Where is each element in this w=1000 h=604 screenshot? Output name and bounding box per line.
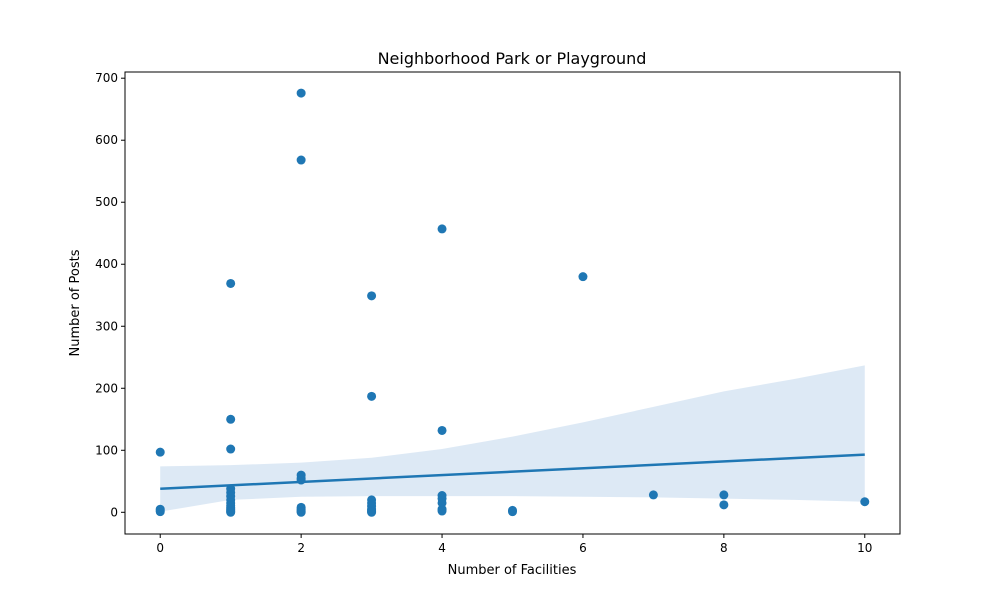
y-axis-label: Number of Posts: [68, 249, 83, 356]
data-point: [437, 506, 447, 516]
data-point: [719, 500, 729, 510]
data-point: [508, 507, 517, 517]
y-tick-label: 100: [95, 443, 118, 457]
x-tick-label: 2: [297, 541, 305, 555]
x-tick-label: 0: [156, 541, 164, 555]
y-tick-label: 0: [110, 505, 118, 519]
regression-line: [160, 453, 865, 490]
data-point: [367, 291, 377, 301]
y-tick-label: 400: [95, 257, 118, 271]
data-point: [367, 507, 377, 517]
confidence-band: [160, 365, 865, 512]
data-point: [437, 224, 447, 234]
data-point: [437, 425, 447, 435]
data-point: [367, 391, 377, 401]
x-axis-label: Number of Facilities: [448, 563, 577, 578]
x-tick-label: 10: [857, 541, 872, 555]
data-point: [226, 444, 236, 454]
y-tick-label: 700: [95, 71, 118, 85]
data-point: [296, 155, 306, 165]
data-point: [226, 507, 236, 517]
data-point: [437, 498, 447, 508]
x-tick-label: 8: [720, 541, 728, 555]
data-point: [296, 88, 306, 98]
confidence-band-layer: [160, 365, 865, 512]
data-point: [226, 414, 236, 424]
data-point: [296, 507, 306, 517]
y-tick-label: 600: [95, 133, 118, 147]
data-point: [226, 278, 236, 288]
data-point: [860, 497, 870, 507]
y-tick-label: 300: [95, 319, 118, 333]
chart-title: Neighborhood Park or Playground: [378, 49, 647, 68]
y-tick-label: 200: [95, 381, 118, 395]
data-point: [155, 447, 165, 457]
data-point: [155, 507, 165, 517]
y-tick-label: 500: [95, 195, 118, 209]
data-point: [719, 490, 729, 500]
x-tick-label: 4: [438, 541, 446, 555]
plot-frame: [124, 71, 901, 535]
regression-line-layer: [160, 453, 865, 490]
data-point: [648, 490, 658, 500]
x-tick-label: 6: [579, 541, 587, 555]
data-point: [578, 272, 588, 282]
